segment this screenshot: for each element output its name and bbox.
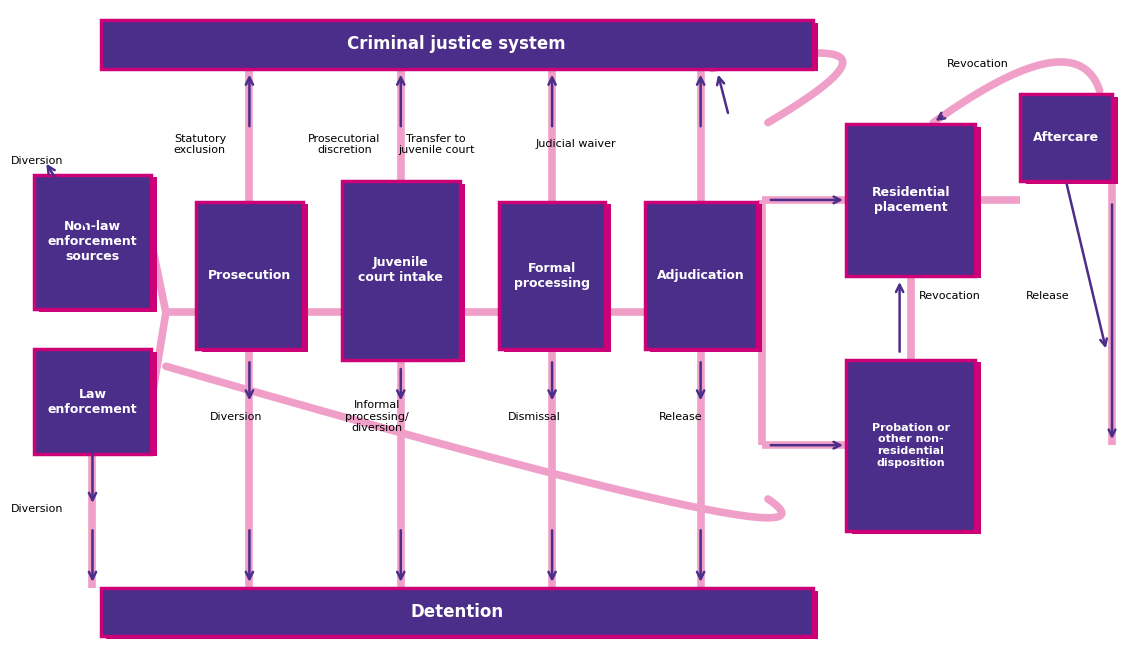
FancyBboxPatch shape [348,184,465,362]
Text: Prosecution: Prosecution [207,269,291,282]
FancyBboxPatch shape [852,362,981,534]
FancyBboxPatch shape [846,360,975,531]
FancyBboxPatch shape [645,202,757,349]
Text: Revocation: Revocation [947,59,1009,69]
Text: Release: Release [659,412,703,421]
FancyBboxPatch shape [504,204,611,352]
FancyBboxPatch shape [852,127,981,278]
Text: Criminal justice system: Criminal justice system [348,36,566,53]
Text: Dismissal: Dismissal [508,412,560,421]
Text: Release: Release [1026,291,1069,300]
Text: Law
enforcement: Law enforcement [48,388,137,415]
FancyBboxPatch shape [106,591,818,639]
Text: Diversion: Diversion [11,504,64,514]
Text: Prosecutorial
discretion: Prosecutorial discretion [308,134,381,155]
Text: Diversion: Diversion [11,157,64,166]
FancyBboxPatch shape [846,124,975,276]
FancyBboxPatch shape [650,204,762,352]
Text: Juvenile
court intake: Juvenile court intake [359,257,443,284]
Text: Residential
placement: Residential placement [871,186,951,214]
Text: Diversion: Diversion [210,412,262,421]
FancyBboxPatch shape [34,349,151,454]
FancyBboxPatch shape [1026,97,1118,184]
FancyBboxPatch shape [342,181,460,360]
FancyBboxPatch shape [196,202,303,349]
FancyBboxPatch shape [39,177,157,312]
Text: Informal
processing/
diversion: Informal processing/ diversion [345,400,409,433]
Text: Probation or
other non-
residential
disposition: Probation or other non- residential disp… [872,423,949,468]
FancyBboxPatch shape [1020,94,1112,181]
FancyBboxPatch shape [106,23,818,71]
FancyBboxPatch shape [202,204,308,352]
Text: Revocation: Revocation [919,291,981,300]
Text: Judicial waiver: Judicial waiver [536,140,617,149]
Text: Non-law
enforcement
sources: Non-law enforcement sources [48,220,137,263]
FancyBboxPatch shape [101,20,813,69]
Text: Transfer to
juvenile court: Transfer to juvenile court [398,134,474,155]
FancyBboxPatch shape [34,175,151,309]
Text: Formal
processing: Formal processing [515,261,590,290]
FancyBboxPatch shape [101,588,813,636]
FancyBboxPatch shape [39,352,157,456]
Text: Detention: Detention [410,603,503,621]
Text: Adjudication: Adjudication [657,269,744,282]
Text: Statutory
exclusion: Statutory exclusion [174,134,226,155]
Text: Aftercare: Aftercare [1034,131,1099,144]
FancyBboxPatch shape [499,202,605,349]
